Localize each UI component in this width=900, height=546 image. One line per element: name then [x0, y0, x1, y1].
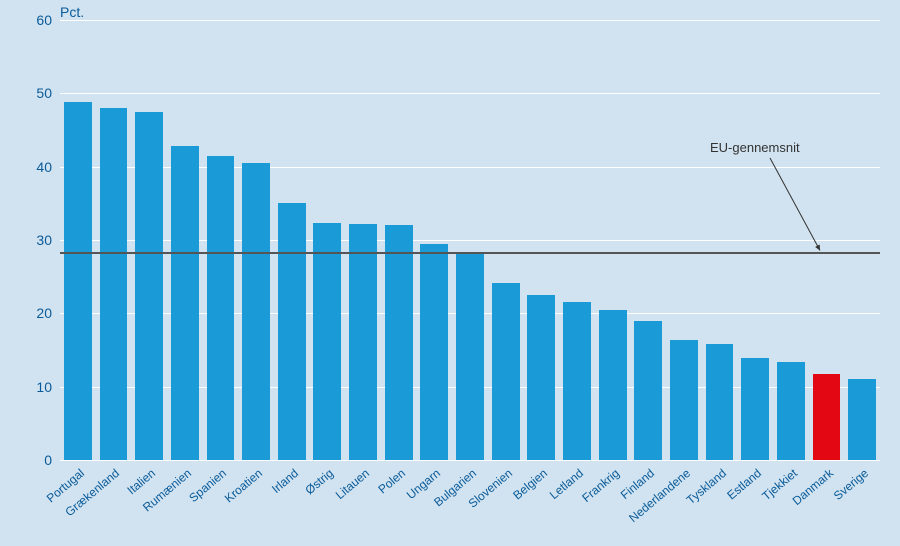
bar	[563, 302, 591, 460]
bar	[171, 146, 199, 460]
bar	[313, 223, 341, 460]
bar	[670, 340, 698, 460]
y-tick-label: 40	[36, 159, 52, 175]
bar	[242, 163, 270, 460]
x-tick-label: Irland	[269, 466, 301, 496]
gridline	[60, 20, 880, 21]
y-tick-label: 60	[36, 12, 52, 28]
gridline	[60, 93, 880, 94]
eu-average-line	[60, 252, 880, 254]
bar	[385, 225, 413, 460]
x-tick-label: Kroatien	[222, 466, 265, 505]
x-tick-label: Frankrig	[579, 466, 622, 505]
x-tick-label: Letland	[547, 466, 586, 502]
bar	[777, 362, 805, 460]
x-tick-label: Belgien	[511, 466, 551, 502]
bar	[207, 156, 235, 460]
y-tick-label: 30	[36, 232, 52, 248]
y-axis-unit: Pct.	[60, 4, 84, 20]
y-tick-label: 50	[36, 85, 52, 101]
x-tick-label: Litauen	[333, 466, 372, 502]
x-tick-label: Spanien	[187, 466, 230, 505]
bar	[634, 321, 662, 460]
bar	[492, 283, 520, 460]
bar	[135, 112, 163, 460]
bar	[456, 253, 484, 460]
x-tick-label: Sverige	[831, 466, 871, 503]
y-tick-label: 0	[44, 452, 52, 468]
bar	[527, 295, 555, 460]
y-tick-label: 10	[36, 379, 52, 395]
bar	[599, 310, 627, 460]
bar	[100, 108, 128, 460]
bar	[420, 244, 448, 460]
bar-chart: Pct. EU-gennemsnit 0102030405060Portugal…	[0, 0, 900, 546]
bar	[813, 374, 841, 460]
x-tick-label: Østrig	[303, 466, 337, 497]
bar	[349, 224, 377, 460]
bar	[64, 102, 92, 460]
x-tick-label: Polen	[375, 466, 408, 496]
bar	[706, 344, 734, 460]
bar	[278, 203, 306, 460]
plot-area: EU-gennemsnit	[60, 20, 880, 460]
eu-average-label: EU-gennemsnit	[710, 140, 800, 155]
y-tick-label: 20	[36, 305, 52, 321]
x-tick-label: Tyskland	[683, 466, 728, 507]
gridline	[60, 460, 880, 461]
x-tick-label: Estland	[725, 466, 765, 502]
bar	[848, 379, 876, 460]
bar	[741, 358, 769, 460]
